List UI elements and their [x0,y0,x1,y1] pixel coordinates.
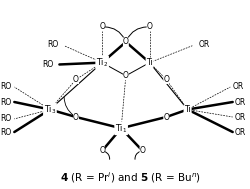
Text: OR: OR [235,112,246,122]
Text: RO: RO [1,129,12,137]
Text: O: O [99,146,105,155]
Text: $\mathbf{4}$ (R = Pr$^i$) and $\mathbf{5}$ (R = Bu$^n$): $\mathbf{4}$ (R = Pr$^i$) and $\mathbf{5… [60,171,201,185]
Text: RO: RO [1,114,12,123]
Text: Ti$_1$: Ti$_1$ [115,122,127,135]
Text: O: O [73,75,79,84]
Text: O: O [147,22,152,31]
Text: Ti$_2$: Ti$_2$ [96,56,108,69]
Text: O: O [99,22,105,31]
Text: OR: OR [198,40,209,49]
Text: O: O [123,37,129,46]
Text: Ti: Ti [146,58,153,67]
Text: OR: OR [235,129,246,137]
Text: RO: RO [47,40,58,49]
Text: OR: OR [233,82,244,91]
Text: O: O [140,146,145,155]
Text: RO: RO [42,60,54,69]
Text: O: O [123,71,129,80]
Text: Ti: Ti [184,105,191,114]
Text: Ti$_3$: Ti$_3$ [44,103,56,116]
Text: O: O [163,75,169,84]
Text: RO: RO [1,82,12,91]
Text: O: O [163,112,169,122]
Text: OR: OR [235,98,246,107]
Text: RO: RO [1,98,12,107]
Text: O: O [73,112,79,122]
